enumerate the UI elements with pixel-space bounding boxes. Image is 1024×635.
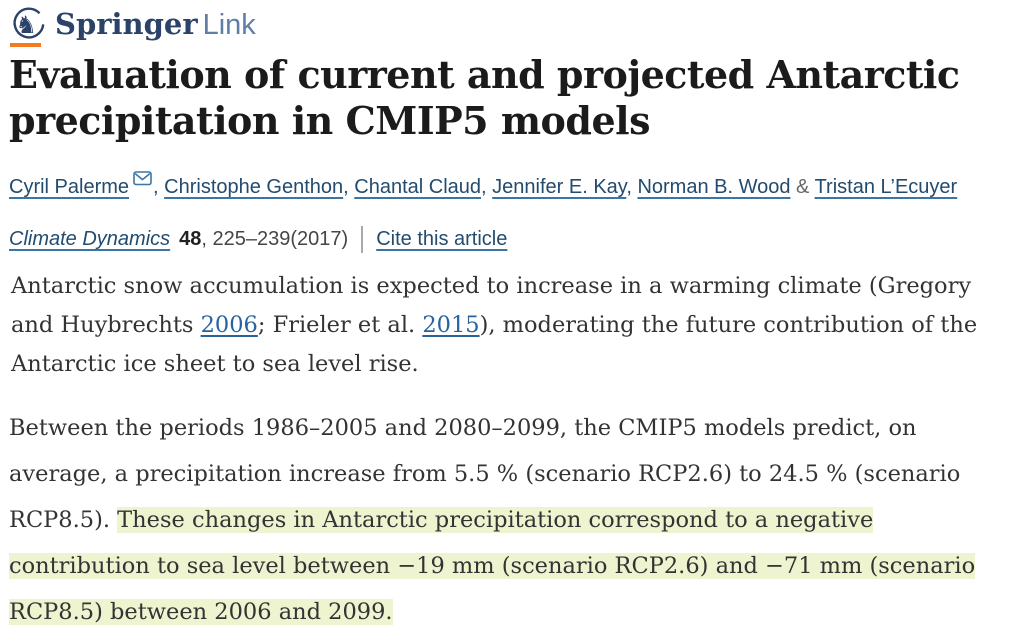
springer-link-logo[interactable]: ♞ Springer Link [9,5,1012,47]
vertical-divider [361,225,364,253]
author-link[interactable]: Chantal Claud [354,176,482,198]
citation-year-link[interactable]: 2015 [422,312,480,338]
journal-name-link[interactable]: Climate Dynamics [9,228,171,250]
brand-secondary-label: Link [202,9,256,41]
cite-this-article-link[interactable]: Cite this article [376,228,508,250]
springer-horse-icon: ♞ [9,5,46,47]
author-comma-separator: , [626,176,638,198]
email-envelope-icon[interactable] [133,166,152,194]
author-link[interactable]: Tristan L’Ecuyer [814,176,958,198]
abstract-paragraph: Antarctic snow accumulation is expected … [9,267,1012,384]
author-comma-separator: , [481,176,493,198]
logo-orange-underline [10,43,41,47]
brand-primary-label: Springer [55,7,198,41]
author-ampersand-separator: & [790,176,815,198]
journal-volume: 48 [179,228,202,250]
citation-year-link[interactable]: 2006 [200,312,258,338]
author-link[interactable]: Norman B. Wood [637,176,791,198]
journal-pages-year: , 225–239(2017) [201,228,349,250]
author-link[interactable]: Jennifer E. Kay [492,176,627,198]
text-segment: Between the periods 1986–2005 and 2080–2… [9,415,961,533]
text-segment: ), moderating the future contribution of… [11,312,978,377]
text-segment: Antarctic snow accumulation is expected … [11,273,972,338]
article-title: Evaluation of current and projected Anta… [9,52,960,143]
author-comma-separator: , [343,176,355,198]
author-comma-separator: , [153,176,165,198]
body-paragraph: Between the periods 1986–2005 and 2080–2… [9,405,1012,635]
journal-info-row: Climate Dynamics 48 , 225–239(2017) Cite… [9,224,1012,254]
brand-wordmark: Springer Link [55,5,256,44]
author-link[interactable]: Christophe Genthon [164,176,344,198]
svg-text:♞: ♞ [15,11,37,39]
text-segment: ; Frieler et al. [257,312,423,338]
highlighted-text-segment: These changes in Antarctic precipitation… [9,507,976,625]
author-link[interactable]: Cyril Palerme [9,176,130,198]
author-list: Cyril Palerme, Christophe Genthon, Chant… [9,166,1012,201]
